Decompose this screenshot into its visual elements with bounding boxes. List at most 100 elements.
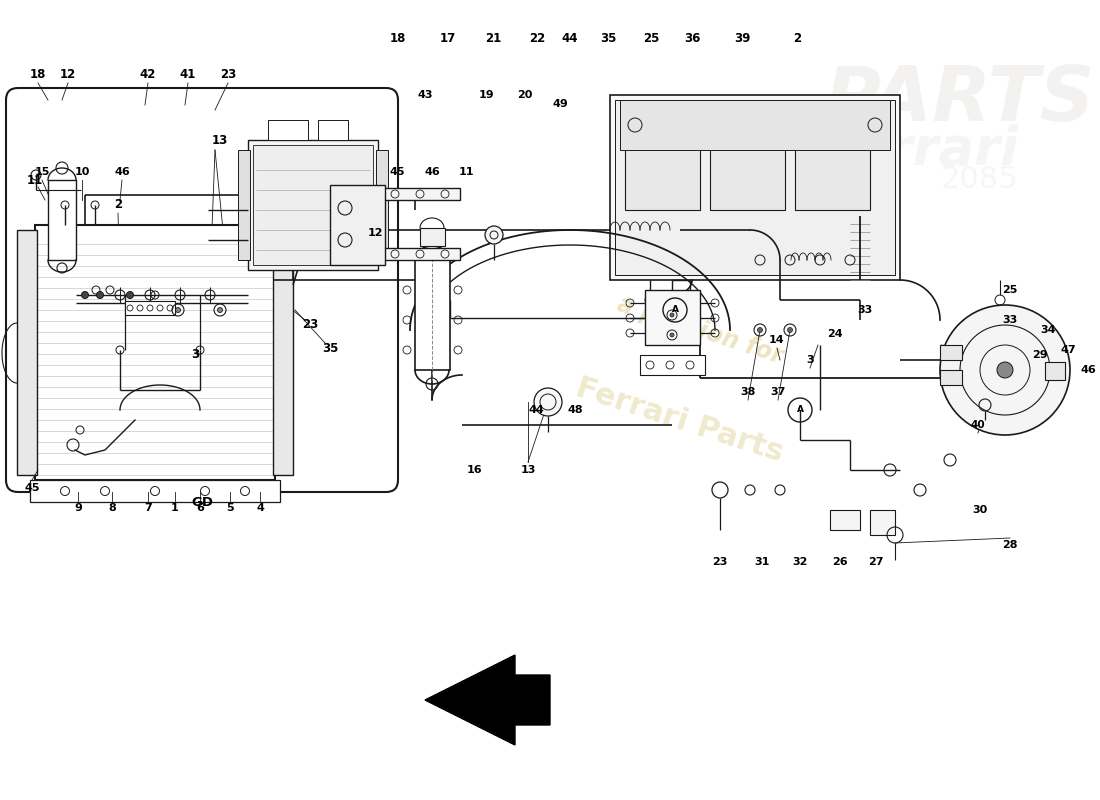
- Bar: [253, 145, 373, 265]
- Text: 16: 16: [466, 465, 482, 475]
- Text: 46: 46: [114, 167, 130, 177]
- Text: 2: 2: [793, 31, 801, 45]
- Circle shape: [485, 226, 503, 244]
- Text: 5: 5: [227, 503, 234, 513]
- Text: 13: 13: [520, 465, 536, 475]
- Text: 13: 13: [212, 134, 228, 146]
- Circle shape: [534, 388, 562, 416]
- Polygon shape: [425, 655, 550, 745]
- Bar: [238, 150, 250, 260]
- Text: 37: 37: [770, 387, 785, 397]
- Text: 49: 49: [552, 99, 568, 109]
- Bar: [830, 510, 860, 530]
- Circle shape: [758, 327, 762, 333]
- Bar: [420, 228, 446, 246]
- Text: 34: 34: [1041, 325, 1056, 335]
- Bar: [30, 480, 280, 502]
- Text: GD: GD: [191, 495, 213, 509]
- Text: 27: 27: [868, 557, 883, 567]
- Bar: [710, 130, 785, 210]
- Text: 23: 23: [301, 318, 318, 331]
- Text: 26: 26: [833, 557, 848, 567]
- Text: 33: 33: [1002, 315, 1018, 325]
- Text: 47: 47: [1060, 345, 1076, 355]
- Text: 1: 1: [172, 503, 179, 513]
- Bar: [330, 185, 385, 265]
- Text: 12: 12: [367, 228, 383, 238]
- Text: 4: 4: [256, 503, 264, 513]
- Text: 25: 25: [642, 31, 659, 45]
- Bar: [940, 370, 962, 385]
- Bar: [48, 180, 76, 260]
- Bar: [795, 130, 870, 210]
- Circle shape: [218, 307, 222, 313]
- Text: 40: 40: [970, 420, 986, 430]
- Text: 3: 3: [806, 355, 814, 365]
- Text: 10: 10: [75, 167, 90, 177]
- Text: 44: 44: [528, 405, 543, 415]
- Text: 15: 15: [34, 167, 50, 177]
- Text: a passion for: a passion for: [614, 292, 786, 368]
- Text: 28: 28: [1002, 540, 1018, 550]
- Bar: [620, 100, 890, 150]
- Bar: [16, 230, 37, 475]
- Text: 18: 18: [389, 31, 406, 45]
- Bar: [870, 510, 895, 535]
- Text: 33: 33: [857, 305, 872, 315]
- Bar: [318, 120, 348, 140]
- Text: 9: 9: [74, 503, 81, 513]
- Text: 23: 23: [713, 557, 728, 567]
- Text: 45: 45: [24, 483, 40, 493]
- Circle shape: [97, 291, 103, 298]
- Text: 2085: 2085: [942, 166, 1019, 194]
- Text: 42: 42: [140, 69, 156, 82]
- Text: 44: 44: [562, 31, 579, 45]
- Text: 20: 20: [517, 90, 532, 100]
- Circle shape: [126, 291, 133, 298]
- Text: 48: 48: [568, 405, 583, 415]
- Text: 14: 14: [769, 335, 784, 345]
- Text: 23: 23: [220, 69, 236, 82]
- Text: 11: 11: [26, 174, 43, 186]
- Bar: [1045, 362, 1065, 380]
- Bar: [35, 225, 275, 480]
- Text: 8: 8: [108, 503, 115, 513]
- Circle shape: [670, 313, 674, 317]
- Bar: [273, 230, 293, 475]
- Bar: [960, 340, 1010, 400]
- Bar: [640, 355, 705, 375]
- Bar: [645, 290, 700, 345]
- Text: 7: 7: [144, 503, 152, 513]
- Text: 30: 30: [972, 505, 988, 515]
- Circle shape: [176, 307, 180, 313]
- Text: 22: 22: [529, 31, 546, 45]
- Circle shape: [81, 291, 88, 298]
- FancyBboxPatch shape: [6, 88, 398, 492]
- Text: 39: 39: [734, 31, 750, 45]
- Circle shape: [788, 327, 792, 333]
- Bar: [625, 130, 700, 210]
- Text: 24: 24: [827, 329, 843, 339]
- Text: 36: 36: [684, 31, 701, 45]
- Text: 19: 19: [480, 90, 495, 100]
- Text: 25: 25: [1002, 285, 1018, 295]
- Text: 18: 18: [30, 69, 46, 82]
- Text: 29: 29: [1032, 350, 1048, 360]
- Bar: [415, 260, 450, 370]
- Bar: [125, 301, 175, 315]
- Text: 32: 32: [792, 557, 807, 567]
- Bar: [940, 345, 962, 360]
- Circle shape: [670, 333, 674, 337]
- Text: 2: 2: [114, 198, 122, 211]
- Text: 12: 12: [59, 69, 76, 82]
- Text: Ferrari Parts: Ferrari Parts: [573, 373, 788, 467]
- Bar: [376, 150, 388, 260]
- Circle shape: [940, 305, 1070, 435]
- Text: 46: 46: [425, 167, 440, 177]
- Text: 38: 38: [740, 387, 756, 397]
- Text: 31: 31: [755, 557, 770, 567]
- Bar: [379, 188, 460, 200]
- Bar: [248, 140, 378, 270]
- Text: PARTS: PARTS: [825, 63, 1096, 137]
- Text: 46: 46: [1080, 365, 1096, 375]
